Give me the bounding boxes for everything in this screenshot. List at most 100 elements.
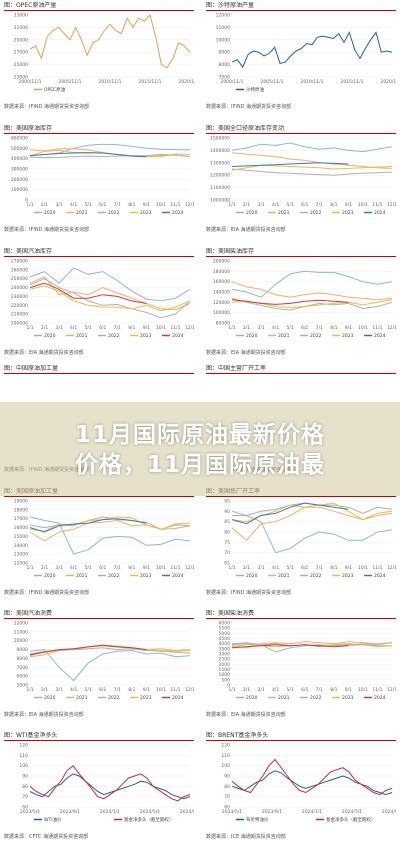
y-tick-label: 18000	[14, 507, 28, 513]
chart-title: 图：美国原油库存	[4, 125, 194, 134]
x-tick-label: 12/1	[185, 325, 194, 331]
chart-panel-12: 图：WTI基金净多头 60 70 80 90 100 110 120 2023/5/1 2023/…	[4, 732, 194, 840]
y-tick-label: 2000	[219, 662, 231, 668]
x-tick-label: 6/1	[99, 687, 106, 693]
legend-label: 2023	[342, 210, 354, 216]
series-line-2024	[29, 644, 147, 656]
x-tick-label: 4/1	[70, 202, 77, 208]
chart-source: 数据来源：IFIND 海通期货投资咨询部	[4, 590, 90, 596]
x-tick-label: 4/1	[272, 687, 279, 693]
x-tick-label: 5/1	[287, 202, 294, 208]
legend-label: 2023	[342, 695, 354, 701]
y-tick-label: 110	[221, 753, 230, 759]
legend-label: 2024	[172, 210, 184, 216]
x-tick-label: 1/1	[228, 565, 235, 571]
legend-label: 2021	[278, 695, 290, 701]
y-tick-label: 7000	[219, 75, 231, 81]
y-tick-label: 90	[224, 774, 230, 780]
x-tick-label: 4/1	[272, 202, 279, 208]
series-line-2024	[231, 162, 349, 167]
y-tick-label: 10000	[216, 37, 230, 43]
legend-label: 2020	[246, 333, 258, 339]
y-tick-label: 27000	[14, 50, 28, 56]
x-tick-label: 2/1	[243, 687, 250, 693]
legend-label: 2022	[310, 210, 322, 216]
series-line-2020	[231, 510, 393, 554]
y-tick-label: 80	[224, 530, 230, 536]
x-tick-label: 1/1	[228, 325, 235, 331]
y-tick-label: 33000	[14, 13, 28, 19]
x-tick-label: 2/1	[41, 325, 48, 331]
legend-label: 2022	[108, 573, 120, 579]
y-tick-label: 2500	[219, 657, 231, 663]
y-tick-label: 220000	[11, 303, 28, 309]
y-tick-label: 100	[221, 763, 230, 769]
x-tick-label: 7/1	[114, 325, 121, 331]
chart-panel-9: 图：美国炼厂开工率657075808590951/12/13/14/15/16/…	[206, 488, 396, 596]
banner-line-1: 11月国际原油最新价格	[74, 422, 325, 448]
y-tick-label: 4000	[219, 641, 231, 647]
x-tick-label: 3/1	[55, 687, 62, 693]
series-line-沙特原油	[231, 31, 393, 69]
x-tick-label: 2023/9/1	[60, 809, 80, 815]
x-tick-label: 2010/11/1	[300, 79, 323, 85]
x-tick-label: 12/1	[185, 687, 194, 693]
legend-label: 2023	[140, 573, 152, 579]
y-tick-label: 600000	[11, 136, 28, 142]
series-line-2020	[29, 649, 191, 682]
x-tick-label: 3/1	[257, 202, 264, 208]
x-tick-label: 7/1	[114, 687, 121, 693]
legend-label: 2024	[374, 210, 386, 216]
legend-label: 2020	[44, 210, 56, 216]
legend-label: 2021	[76, 695, 88, 701]
legend-label: 2021	[278, 573, 290, 579]
chart-panel-4: 图：美国汽油库存 200000 210000 220000 230000 240000 25…	[4, 248, 194, 356]
y-tick-label: 200000	[213, 259, 230, 265]
series-line-2024	[29, 282, 147, 304]
x-tick-label: 2/1	[243, 202, 250, 208]
y-tick-label: 250000	[11, 276, 28, 282]
y-tick-label: 80	[224, 784, 230, 790]
y-tick-label: 100000	[11, 187, 28, 193]
chart-svg: 60 70 80 90 100 110 120 2023/5/1 2023/9/1 2024/1/…	[221, 743, 396, 824]
x-tick-label: 8/1	[330, 202, 337, 208]
legend-label: 2020	[246, 695, 258, 701]
y-tick-label: 100	[19, 763, 28, 769]
legend-label: 2020	[44, 333, 56, 339]
y-tick-label: 1000	[219, 672, 231, 678]
legend-label: WTI油价	[44, 816, 62, 823]
chart-svg: 80000 100000 120000 140000 160000 180000 20000…	[213, 259, 396, 340]
y-tick-label: 14000	[14, 543, 28, 549]
x-tick-label: 2010/11/1	[98, 79, 121, 85]
y-tick-label: 10000	[14, 638, 28, 644]
x-tick-label: 1/1	[26, 325, 33, 331]
chart-panel-13: 图：BRENT基金净多头 60 70 80 90 100 110 120 2023/5/1 202…	[206, 732, 396, 840]
x-tick-label: 12/1	[185, 565, 194, 571]
chart-source: 数据来源：IFIND 海通期货投资咨询部	[206, 590, 292, 596]
x-tick-label: 11/1	[372, 565, 382, 571]
y-tick-label: 110	[19, 753, 28, 759]
x-tick-label: 7/1	[114, 565, 121, 571]
x-tick-label: 9/1	[345, 687, 352, 693]
y-tick-label: 3500	[219, 646, 231, 652]
legend-label: 2021	[76, 333, 88, 339]
x-tick-label: 10/1	[156, 202, 166, 208]
series-line-2024	[231, 502, 349, 525]
x-tick-label: 3/1	[257, 565, 264, 571]
x-tick-label: 5/1	[287, 687, 294, 693]
legend-label: 2024	[172, 573, 184, 579]
chart-title: 图：沙特原油产量	[206, 2, 396, 11]
x-tick-label: 6/1	[99, 565, 106, 571]
legend-label: 布伦特油价	[246, 816, 269, 823]
x-tick-label: 2/1	[41, 202, 48, 208]
y-tick-label: 12000	[216, 13, 230, 19]
y-tick-label: 80	[22, 784, 28, 790]
x-tick-label: 2024/5/1	[140, 809, 160, 815]
y-tick-label: 70	[224, 794, 230, 800]
y-tick-label: 260000	[11, 267, 28, 273]
legend-label: 2022	[310, 695, 322, 701]
x-tick-label: 2024/5/1	[342, 809, 362, 815]
legend-label: 2022	[310, 333, 322, 339]
x-tick-label: 2015/11/1	[340, 79, 363, 85]
legend-label: 2021	[76, 210, 88, 216]
